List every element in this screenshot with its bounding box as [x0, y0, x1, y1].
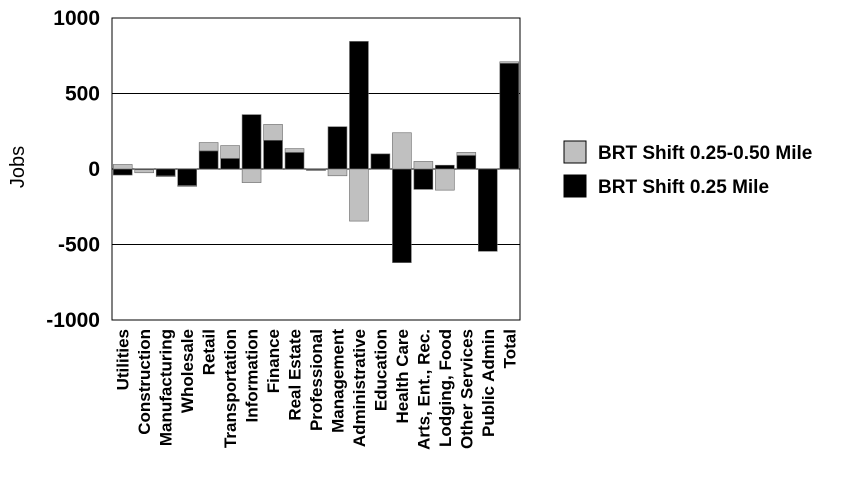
bar-light: [413, 161, 434, 170]
bar-dark: [198, 150, 219, 170]
bar-light: [456, 152, 477, 156]
category-label: Utilities: [114, 329, 133, 390]
category-label: Education: [371, 329, 390, 411]
bar-dark: [220, 158, 240, 170]
category-label: Lodging, Food: [436, 329, 455, 447]
bar-dark: [392, 168, 412, 263]
bar-light: [241, 168, 262, 183]
category-label: Manufacturing: [157, 329, 176, 446]
y-tick-label: -1000: [46, 309, 100, 332]
legend-swatch-light: [563, 140, 587, 164]
category-label: Professional: [307, 329, 326, 431]
bars: [112, 41, 520, 263]
category-label: Administrative: [350, 329, 369, 447]
legend-label-dark: BRT Shift 0.25 Mile: [598, 177, 769, 198]
category-label: Finance: [264, 329, 283, 393]
category-label: Information: [243, 329, 262, 423]
legend-label-light: BRT Shift 0.25-0.50 Mile: [598, 143, 812, 164]
bar-light: [306, 169, 326, 171]
bar-dark: [177, 168, 197, 186]
category-label: Construction: [135, 329, 154, 435]
category-label: Arts, Ent., Rec.: [414, 329, 433, 450]
bar-dark: [263, 140, 283, 170]
y-tick-label: 1000: [53, 7, 100, 30]
bar-light: [263, 124, 283, 141]
category-label: Retail: [200, 329, 219, 375]
bar-light: [499, 61, 520, 64]
y-tick-label: 0: [88, 158, 100, 181]
category-label: Public Admin: [479, 329, 498, 437]
category-labels: Utilities Construction Manufacturing Wholes…: [114, 329, 520, 450]
bar-light: [134, 169, 154, 174]
bar-dark: [155, 168, 176, 177]
bar-light: [177, 185, 197, 187]
category-label: Other Services: [457, 329, 476, 449]
bar-light: [198, 142, 219, 152]
y-tick-labels: 1000 500 0 -500 -1000: [46, 7, 100, 332]
bar-dark: [478, 168, 498, 252]
bar-light: [284, 148, 305, 153]
bar-dark: [241, 114, 262, 170]
bar-light: [392, 132, 412, 170]
bar-light: [112, 164, 133, 170]
category-label: Wholesale: [178, 329, 197, 413]
bar-dark: [456, 155, 477, 170]
bar-dark: [413, 168, 434, 190]
category-label: Health Care: [393, 329, 412, 423]
category-label: Real Estate: [286, 329, 305, 421]
category-label: Total: [500, 329, 519, 368]
bar-dark: [284, 152, 305, 170]
bar-light: [349, 168, 369, 222]
bar-dark: [327, 126, 348, 170]
bar-dark: [112, 168, 133, 176]
category-label: Management: [329, 329, 348, 433]
bar-light: [327, 168, 348, 177]
bar-light: [220, 145, 240, 159]
category-label: Transportation: [221, 329, 240, 448]
bar-dark: [370, 153, 391, 170]
bar-light: [435, 168, 455, 191]
y-tick-label: 500: [65, 83, 100, 106]
plot-frame: [111, 17, 521, 321]
bar-dark: [435, 164, 455, 170]
legend: BRT Shift 0.25-0.50 Mile BRT Shift 0.25 …: [563, 140, 812, 198]
bar-dark: [499, 62, 520, 170]
bar-dark: [349, 41, 369, 170]
y-tick-label: -500: [58, 234, 100, 257]
legend-swatch-dark: [563, 174, 587, 198]
bar-light: [155, 175, 176, 177]
y-axis-label: Jobs: [7, 146, 29, 188]
